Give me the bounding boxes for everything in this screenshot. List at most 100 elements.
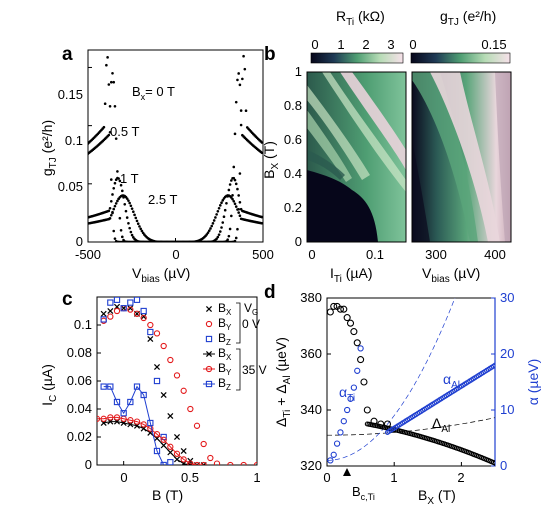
cbar2-tick-1: 0.15 — [481, 37, 506, 52]
point-a-3-861 — [237, 211, 240, 214]
point-c-0-11 — [173, 433, 181, 441]
point-a-2-819 — [230, 179, 233, 182]
point-c-4-0 — [97, 415, 101, 422]
point-a-3-266 — [133, 213, 136, 217]
ytick-label-a-0: 0 — [76, 234, 83, 249]
legend-marker-0 — [205, 305, 213, 313]
colorbar-2 — [410, 52, 511, 64]
point-a-1-189 — [119, 228, 123, 232]
point-a-3-714 — [211, 222, 215, 225]
annot-alpha-al: αAl — [443, 371, 460, 391]
point-c-1-5 — [133, 310, 141, 317]
point-c-5-1 — [107, 383, 114, 390]
point-a-1-154 — [113, 104, 117, 108]
cbar1-tick-1: 1 — [337, 37, 344, 52]
series-c-2 — [100, 297, 174, 465]
legend-vg-35V: 35 V — [242, 363, 267, 377]
ytick-label-d-0: 320 — [300, 458, 322, 473]
axis-ticks-a — [87, 66, 264, 243]
point-d-0-5 — [343, 314, 351, 322]
point-a-1-798 — [226, 238, 229, 242]
curve-label-0T: Bx= 0 T — [132, 84, 175, 102]
point-d-0-9 — [357, 356, 365, 364]
point-c-2-3 — [120, 305, 127, 312]
point-a-0-854 — [236, 227, 239, 231]
point-c-2-1 — [107, 299, 114, 306]
point-a-0-847 — [234, 236, 238, 240]
panel-d: d 320 340 360 380 0 10 20 30 0 1 2 BX (T… — [264, 282, 541, 507]
point-c-4-12 — [173, 450, 181, 457]
point-a-2-154 — [113, 181, 117, 185]
point-a-2-196 — [121, 189, 124, 193]
point-c-1-14 — [193, 422, 201, 429]
point-a-1-994 — [260, 151, 263, 155]
point-a-3-147 — [112, 207, 116, 211]
xtick-label-b2-0: 300 — [425, 247, 447, 262]
legend-marker-4 — [205, 365, 213, 373]
point-a-3-287 — [136, 222, 140, 226]
series-c-4 — [97, 414, 207, 465]
xlabel-d: BX (T) — [418, 487, 456, 507]
point-a-0-154 — [113, 237, 117, 240]
point-c-0-9 — [160, 391, 167, 399]
point-a-2-217 — [124, 209, 128, 213]
point-c-1-9 — [160, 342, 167, 350]
point-a-2-812 — [228, 183, 232, 186]
point-c-4-13 — [180, 456, 187, 463]
ylabel-d-right: α (µeV) — [525, 359, 541, 406]
point-c-0-12 — [180, 447, 187, 455]
point-a-0-147 — [112, 229, 116, 233]
ytick-right-d-3: 30 — [500, 290, 514, 305]
point-a-1-133 — [109, 80, 113, 84]
point-a-0-133 — [109, 178, 113, 181]
point-c-2-6 — [140, 307, 147, 315]
point-a-2-126 — [108, 206, 112, 210]
point-c-1-12 — [180, 387, 187, 394]
point-a-3-686 — [206, 231, 210, 234]
point-d-2-1 — [330, 451, 337, 458]
panel-a: a 0 0.05 0.1 0.15 -500 0 500 Vbias (µV) … — [39, 44, 274, 285]
point-a-0-875 — [239, 123, 243, 127]
panel-letter-d: d — [264, 282, 276, 303]
ytick-label-c-4: 0.08 — [67, 345, 92, 360]
series-d-2 — [327, 345, 364, 464]
xlabel-b2: Vbias (µV) — [422, 265, 480, 285]
point-d-0-4 — [340, 305, 348, 313]
point-a-2-210 — [123, 202, 127, 206]
point-a-3-238 — [128, 201, 131, 205]
point-c-5-0 — [100, 383, 107, 390]
point-a-3-252 — [130, 207, 134, 210]
point-a-3-749 — [217, 206, 221, 210]
xtick-label-a-1: 0 — [172, 247, 179, 262]
point-d-2-3 — [337, 429, 344, 436]
ytick-right-d-0: 0 — [500, 458, 507, 473]
point-c-3-11 — [173, 456, 181, 463]
series-c-5 — [100, 383, 167, 465]
annot-delta-al: ΔAl — [432, 415, 450, 435]
xtick-label-b1-1: 0.1 — [366, 247, 384, 262]
ytick-label-b-0: 0 — [295, 234, 302, 249]
point-a-0-994 — [260, 141, 263, 144]
legend-bracket-0V — [236, 302, 241, 344]
point-a-2-749 — [217, 233, 221, 236]
cbar2-title: gTJ (e²/h) — [440, 8, 496, 28]
point-d-2-7 — [350, 384, 358, 391]
point-a-3-742 — [216, 209, 220, 213]
legend-marker-2 — [205, 335, 213, 343]
point-c-4-5 — [127, 417, 134, 424]
point-a-0-903 — [244, 109, 248, 112]
cbar2-tick-0: 0 — [409, 37, 416, 52]
axis-ticks-d — [326, 297, 495, 467]
point-a-3-259 — [132, 210, 135, 214]
point-c-1-10 — [167, 356, 174, 364]
curve-label-0.5T: 0.5 T — [110, 124, 139, 139]
series-group-d — [327, 298, 495, 466]
legend-vg-0V: 0 V — [242, 317, 260, 331]
point-a-1-812 — [228, 227, 232, 231]
ytick-label-d-1: 340 — [300, 402, 322, 417]
cbar1-tick-2: 2 — [362, 37, 369, 52]
xtick-label-b1-0: 0 — [308, 247, 315, 262]
point-a-1-147 — [112, 80, 116, 84]
guide-dashed-blue — [327, 298, 456, 461]
point-a-3-770 — [221, 199, 225, 202]
